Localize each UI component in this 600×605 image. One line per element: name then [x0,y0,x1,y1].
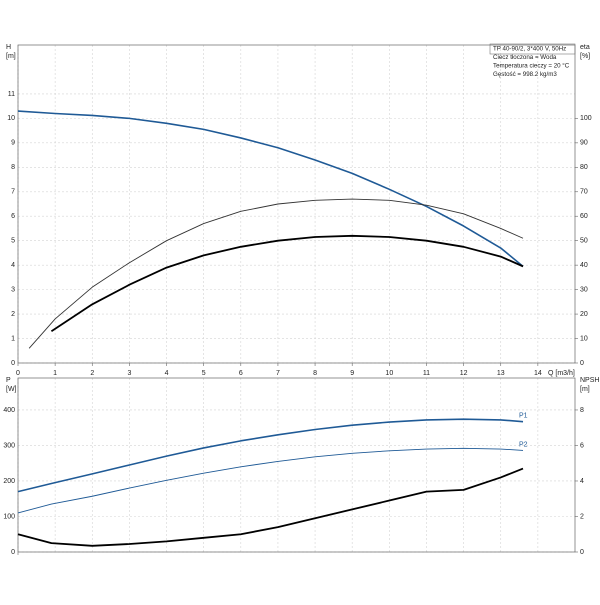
annotation: Gęstość = 998.2 kg/m3 [493,71,557,78]
series-line [17,447,524,514]
y2-tick-label: 0 [580,360,584,367]
x-axis-label: Q [m3/h] [548,370,575,377]
y2-tick-label: 8 [580,407,584,414]
y2-axis-unit: [m] [580,386,590,393]
y2-axis-label: NPSH [580,377,599,384]
y-tick-label: 0 [11,360,15,367]
y2-tick-label: 90 [580,140,588,147]
y-tick-label: 1 [11,335,15,342]
y2-axis-label: eta [580,44,590,51]
x-tick-label: 9 [350,370,354,377]
x-tick-label: 14 [534,370,542,377]
y-axis-label: H [6,44,11,51]
series-line [50,234,524,332]
y-tick-label: 400 [3,407,15,414]
annotation-box [489,43,576,55]
x-tick-label: 4 [165,370,169,377]
x-tick-label: 7 [276,370,280,377]
y-axis-unit: [m] [6,53,16,60]
series-line [17,467,524,547]
y-tick-label: 4 [11,262,15,269]
y2-tick-label: 10 [580,335,588,342]
y-tick-label: 10 [7,115,15,122]
y2-tick-label: 80 [580,164,588,171]
x-tick-label: 6 [239,370,243,377]
y2-tick-label: 30 [580,286,588,293]
x-tick-label: 1 [53,370,57,377]
y2-tick-label: 70 [580,189,588,196]
y2-tick-label: 6 [580,442,584,449]
series-label: P1 [519,413,528,420]
x-tick-label: 0 [16,370,20,377]
series-label: P2 [519,441,528,448]
y2-tick-label: 4 [580,478,584,485]
plot-frame [17,377,576,553]
annotation: Temperatura cieczy = 20 °C [493,63,570,70]
plot-frame [17,44,576,364]
x-tick-label: 10 [385,370,393,377]
y-tick-label: 100 [3,513,15,520]
x-tick-label: 12 [460,370,468,377]
annotation: Ciecz tłoczona = Woda [493,54,557,61]
x-tick-label: 2 [90,370,94,377]
series-line [17,110,524,267]
y2-tick-label: 20 [580,311,588,318]
y2-tick-label: 50 [580,238,588,245]
y-tick-label: 3 [11,286,15,293]
y2-tick-label: 60 [580,213,588,220]
y-tick-label: 11 [8,91,15,98]
y-tick-label: 8 [11,164,15,171]
y-axis-label: P [6,377,11,384]
x-tick-label: 11 [423,370,430,377]
y2-tick-label: 0 [580,549,584,556]
y2-tick-label: 100 [580,115,592,122]
x-tick-label: 8 [313,370,317,377]
y2-axis-unit: [%] [580,53,590,60]
annotation: TP 40-90/2, 3*400 V, 50Hz [493,46,566,53]
y2-tick-label: 2 [580,513,584,520]
y-axis-unit: [W] [6,386,17,393]
y-tick-label: 2 [11,311,15,318]
series-line [17,418,524,493]
x-tick-label: 3 [127,370,131,377]
series-line [28,198,524,349]
y-tick-label: 6 [11,213,15,220]
x-tick-label: 13 [497,370,505,377]
y-tick-label: 9 [11,140,15,147]
y-tick-label: 200 [3,478,15,485]
y-tick-label: 5 [11,238,15,245]
x-tick-label: 5 [202,370,206,377]
y-tick-label: 0 [11,549,15,556]
y-tick-label: 300 [3,442,15,449]
y2-tick-label: 40 [580,262,588,269]
y-tick-label: 7 [11,189,15,196]
